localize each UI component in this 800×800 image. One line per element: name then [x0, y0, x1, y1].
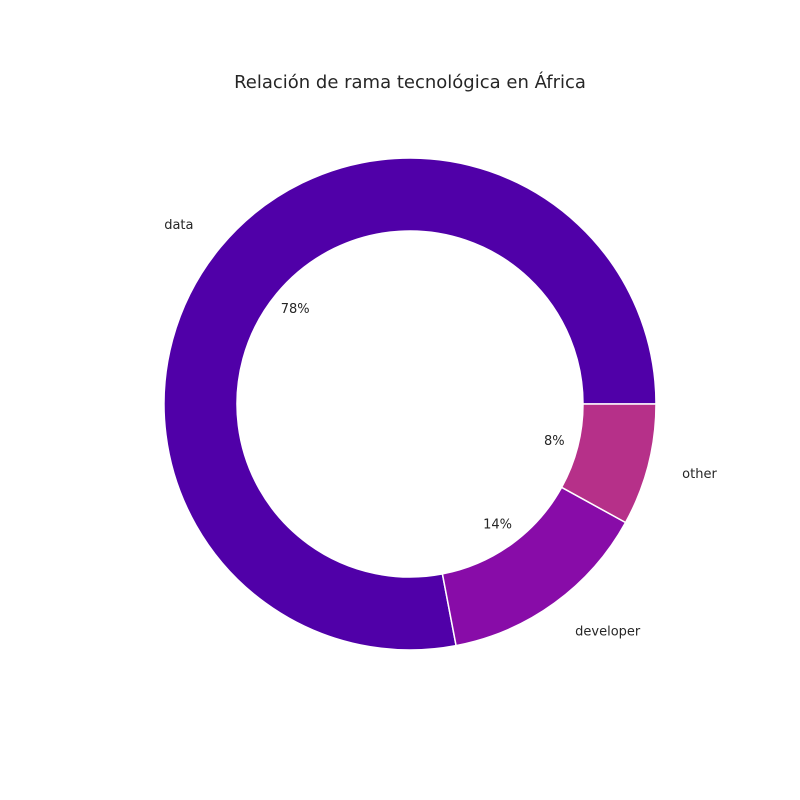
chart-title: Relación de rama tecnológica en África	[234, 71, 586, 93]
slice-label-data: data	[164, 218, 193, 233]
slice-label-developer: developer	[575, 624, 641, 639]
labels-group: data 78% developer 14% other 8%	[164, 218, 717, 639]
slice-label-other: other	[682, 467, 717, 482]
slice-pct-data: 78%	[281, 302, 310, 317]
slice-data	[163, 157, 657, 651]
slice-other	[560, 403, 657, 524]
slice-pct-developer: 14%	[483, 518, 512, 533]
slice-pct-other: 8%	[544, 434, 565, 449]
slice-developer	[441, 486, 627, 647]
slices-group	[163, 157, 657, 651]
